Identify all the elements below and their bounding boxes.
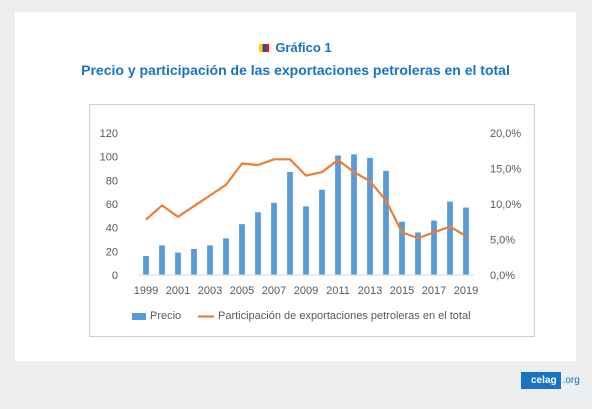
bar-precio xyxy=(415,232,421,275)
bar-precio xyxy=(303,206,309,275)
bar-precio xyxy=(207,245,213,275)
brand-logo[interactable]: celag .org xyxy=(521,372,580,389)
x-tick-label: 2017 xyxy=(422,285,446,297)
y-right-tick-label: 5,0% xyxy=(490,235,515,247)
x-tick-label: 2001 xyxy=(166,285,190,297)
bar-precio xyxy=(383,170,389,275)
y-left-tick-label: 20 xyxy=(106,246,118,258)
y-right-tick-label: 10,0% xyxy=(490,199,521,211)
bar-precio xyxy=(351,154,357,275)
y-left-tick-label: 100 xyxy=(100,152,118,164)
chart-area: 0 20 40 60 80 100 120 0,0% 5,0% 10,0% 15,0% 20,0% 19… xyxy=(89,104,535,337)
y-right-tick-label: 15,0% xyxy=(490,164,521,176)
brand-name: celag xyxy=(521,372,561,389)
bar-precio xyxy=(335,155,341,275)
x-tick-label: 2019 xyxy=(454,285,478,297)
legend-swatch-precio xyxy=(132,313,146,320)
x-tick-label: 1999 xyxy=(134,285,158,297)
x-tick-label: 2015 xyxy=(390,285,414,297)
bar-precio xyxy=(223,238,229,275)
bar-precio xyxy=(319,189,325,275)
y-left-tick-label: 60 xyxy=(106,199,118,211)
x-tick-label: 2005 xyxy=(230,285,254,297)
y-left-tick-label: 80 xyxy=(106,175,118,187)
brand-tld: .org xyxy=(562,375,580,386)
bar-precio xyxy=(399,221,405,275)
combo-chart: 0 20 40 60 80 100 120 0,0% 5,0% 10,0% 15,0% 20,0% 19… xyxy=(100,128,522,322)
bar-precio xyxy=(367,157,373,275)
bar-precio xyxy=(287,172,293,275)
y-right-tick-label: 0,0% xyxy=(490,270,515,282)
bar-precio xyxy=(463,207,469,275)
bar-precio xyxy=(255,212,261,275)
bar-precio xyxy=(159,245,165,275)
bar-precio xyxy=(191,248,197,275)
chart-card: Gráfico 1 Precio y participación de las … xyxy=(15,12,576,361)
x-tick-label: 2007 xyxy=(262,285,286,297)
y-left-tick-label: 120 xyxy=(100,128,118,140)
chart-title: Precio y participación de las exportacio… xyxy=(81,62,510,78)
bar-precio xyxy=(175,252,181,275)
figure-label: Gráfico 1 xyxy=(15,40,576,55)
x-tick-label: 2009 xyxy=(294,285,318,297)
bar-precio xyxy=(143,256,149,275)
y-right-tick-label: 20,0% xyxy=(490,128,521,140)
figure-label-text: Gráfico 1 xyxy=(275,40,332,55)
bar-precio xyxy=(447,201,453,275)
y-left-tick-label: 0 xyxy=(112,270,118,282)
x-tick-label: 2013 xyxy=(358,285,382,297)
x-tick-label: 2011 xyxy=(326,285,350,297)
line-participacion xyxy=(145,158,467,240)
bar-precio xyxy=(239,224,245,275)
legend-label-participacion: Participación de exportaciones petrolera… xyxy=(218,310,471,322)
y-left-tick-label: 40 xyxy=(106,223,118,235)
bar-precio xyxy=(271,202,277,275)
bar-precio xyxy=(431,220,437,275)
x-tick-label: 2003 xyxy=(198,285,222,297)
legend-label-precio: Precio xyxy=(150,310,181,322)
flag-icon xyxy=(259,44,270,52)
